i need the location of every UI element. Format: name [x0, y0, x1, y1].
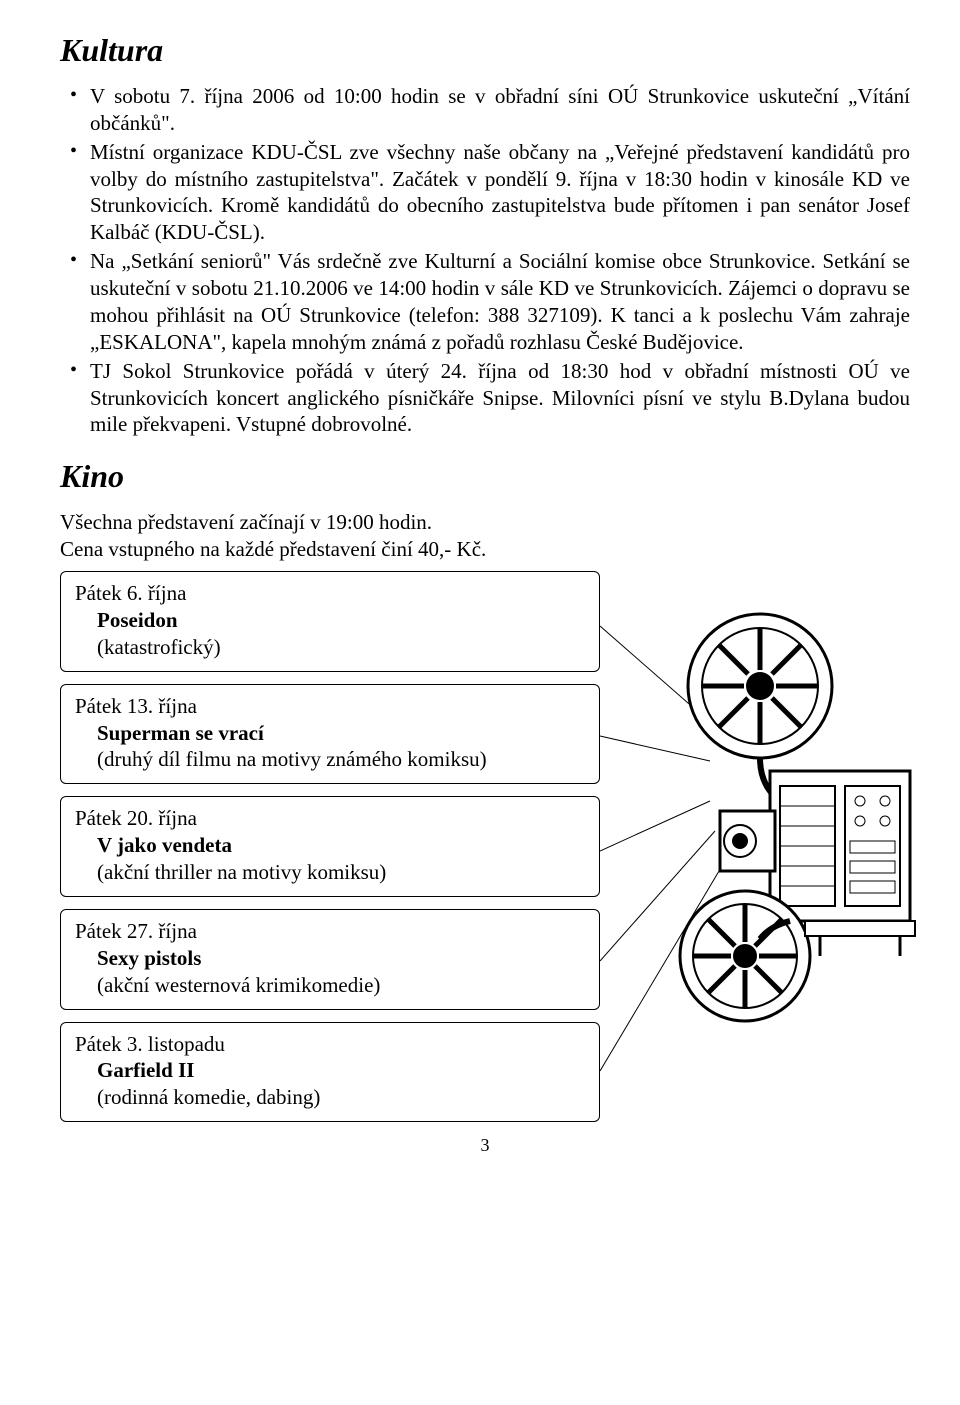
movie-date: Pátek 27. října: [75, 918, 585, 945]
kino-intro-line: Cena vstupného na každé představení činí…: [60, 536, 910, 563]
kino-heading: Kino: [60, 456, 910, 497]
kultura-item: TJ Sokol Strunkovice pořádá v úterý 24. …: [60, 358, 910, 439]
movie-date: Pátek 13. října: [75, 693, 585, 720]
movie-date: Pátek 3. listopadu: [75, 1031, 585, 1058]
movie-box: Pátek 6. října Poseidon (katastrofický): [60, 571, 600, 672]
kultura-list: V sobotu 7. října 2006 od 10:00 hodin se…: [60, 83, 910, 438]
kino-intro-line: Všechna představení začínají v 19:00 hod…: [60, 509, 910, 536]
movie-genre: (druhý díl filmu na motivy známého komik…: [97, 746, 585, 773]
movie-box: Pátek 13. října Superman se vrací (druhý…: [60, 684, 600, 785]
movie-genre: (akční westernová krimikomedie): [97, 972, 585, 999]
movie-box: Pátek 20. října V jako vendeta (akční th…: [60, 796, 600, 897]
movie-title: Superman se vrací: [97, 720, 585, 747]
kultura-item: V sobotu 7. října 2006 od 10:00 hodin se…: [60, 83, 910, 137]
kino-intro: Všechna představení začínají v 19:00 hod…: [60, 509, 910, 563]
movie-date: Pátek 20. října: [75, 805, 585, 832]
movie-box: Pátek 27. října Sexy pistols (akční west…: [60, 909, 600, 1010]
kultura-heading: Kultura: [60, 30, 910, 71]
movie-date: Pátek 6. října: [75, 580, 585, 607]
movie-title: Garfield II: [97, 1057, 585, 1084]
movie-genre: (katastrofický): [97, 634, 585, 661]
kultura-item: Místní organizace KDU-ČSL zve všechny na…: [60, 139, 910, 247]
movie-list: Pátek 6. října Poseidon (katastrofický) …: [60, 571, 600, 1122]
movie-title: Poseidon: [97, 607, 585, 634]
movie-box: Pátek 3. listopadu Garfield II (rodinná …: [60, 1022, 600, 1123]
movie-title: V jako vendeta: [97, 832, 585, 859]
movie-title: Sexy pistols: [97, 945, 585, 972]
kultura-item: Na „Setkání seniorů" Vás srdečně zve Kul…: [60, 248, 910, 356]
projector-illustration: [590, 611, 930, 1038]
movie-genre: (rodinná komedie, dabing): [97, 1084, 585, 1111]
page-number: 3: [60, 1134, 910, 1157]
movie-genre: (akční thriller na motivy komiksu): [97, 859, 585, 886]
